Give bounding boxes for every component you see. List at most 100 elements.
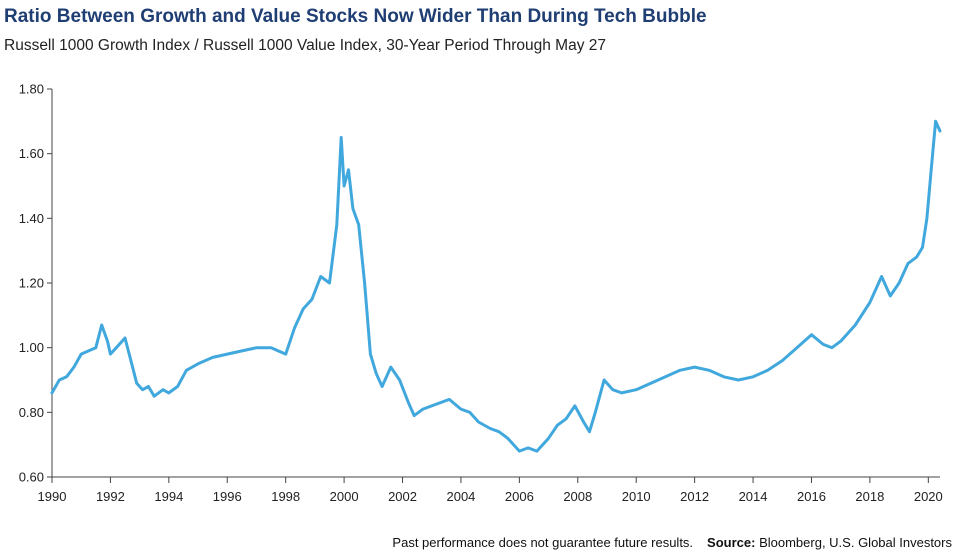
data-point — [380, 385, 384, 388]
x-tick-label: 1996 — [213, 489, 242, 504]
data-point — [737, 378, 740, 382]
data-point — [588, 430, 591, 433]
data-point — [351, 207, 355, 210]
x-tick-label: 2012 — [680, 489, 709, 504]
data-point — [106, 340, 109, 343]
data-point — [109, 352, 112, 356]
data-point — [854, 323, 857, 327]
data-point — [678, 369, 682, 372]
data-point — [176, 385, 179, 388]
data-point — [751, 375, 755, 378]
y-tick-label: 1.40 — [19, 211, 44, 226]
data-point — [141, 388, 144, 391]
x-tick-label: 1998 — [271, 489, 300, 504]
data-point — [497, 430, 501, 433]
data-point — [421, 407, 425, 411]
data-point — [564, 417, 568, 420]
x-tick-label: 1994 — [154, 489, 183, 504]
data-point — [930, 168, 933, 171]
data-point — [439, 401, 442, 404]
x-tick-label: 2014 — [739, 489, 768, 504]
data-point — [889, 294, 892, 298]
data-point — [240, 349, 244, 353]
data-point — [94, 346, 98, 349]
data-point — [573, 404, 577, 408]
data-point — [506, 437, 509, 440]
data-point — [868, 301, 872, 304]
x-tick-label: 2016 — [797, 489, 826, 504]
data-point — [347, 168, 350, 171]
x-tick-label: 2018 — [855, 489, 884, 504]
data-point — [167, 391, 170, 395]
data-point — [602, 378, 606, 382]
data-point — [328, 281, 331, 285]
data-point — [293, 327, 296, 330]
x-tick-label: 2000 — [330, 489, 359, 504]
source-label: Source: — [707, 535, 756, 550]
data-point — [407, 401, 410, 404]
data-point — [211, 356, 214, 359]
data-point — [459, 407, 463, 411]
source-text: Bloomberg, U.S. Global Investors — [759, 535, 952, 550]
data-point — [635, 388, 638, 391]
data-point — [413, 414, 416, 417]
data-point — [100, 323, 103, 327]
x-tick-label: 2008 — [563, 489, 592, 504]
data-point — [594, 411, 597, 414]
data-point — [430, 404, 433, 408]
y-tick-label: 1.80 — [19, 82, 44, 97]
data-point — [611, 388, 614, 391]
data-point — [915, 255, 918, 259]
y-axis: 0.60 0.80 1.00 1.20 1.40 1.60 1.80 — [19, 82, 53, 485]
data-point — [310, 298, 314, 301]
data-point — [58, 378, 61, 382]
x-tick-label: 1990 — [38, 489, 67, 504]
data-point — [357, 223, 360, 226]
data-point — [582, 420, 585, 424]
data-point — [556, 424, 559, 427]
data-point — [620, 391, 623, 395]
series-group — [50, 119, 942, 453]
x-tick-label: 1992 — [96, 489, 125, 504]
data-point — [80, 352, 83, 356]
data-point — [489, 427, 492, 430]
data-point — [664, 375, 667, 378]
data-point — [906, 262, 910, 265]
data-point — [255, 346, 258, 349]
data-point — [369, 352, 372, 356]
data-point — [921, 246, 924, 249]
data-point — [938, 129, 942, 133]
data-point — [269, 346, 273, 349]
data-point — [830, 346, 834, 349]
data-point — [161, 388, 165, 391]
series-line-0 — [50, 119, 942, 453]
data-point — [335, 223, 338, 226]
data-point — [319, 275, 322, 278]
data-point — [535, 449, 539, 453]
data-point — [468, 411, 471, 414]
data-point — [781, 359, 784, 362]
data-point — [518, 449, 521, 453]
data-point — [795, 346, 799, 349]
y-tick-label: 1.00 — [19, 340, 44, 355]
data-point — [822, 343, 825, 346]
data-point — [766, 369, 769, 372]
data-point — [284, 352, 287, 356]
data-point — [448, 398, 451, 401]
x-tick-label: 2020 — [914, 489, 943, 504]
y-tick-label: 0.80 — [19, 405, 44, 420]
x-tick-label: 2006 — [505, 489, 534, 504]
data-point — [185, 369, 188, 372]
data-point — [810, 333, 813, 336]
y-tick-label: 1.20 — [19, 276, 44, 291]
data-point — [153, 395, 156, 398]
chart-title: Ratio Between Growth and Value Stocks No… — [4, 6, 707, 27]
data-point — [925, 217, 929, 220]
x-axis: 1990 1992 1994 1996 1998 2000 2002 2004 2006 2008… — [38, 476, 943, 504]
data-point — [340, 136, 343, 139]
data-point — [135, 382, 138, 385]
data-point — [839, 340, 842, 343]
data-point — [708, 369, 711, 372]
disclaimer-text: Past performance does not guarantee futu… — [392, 535, 694, 550]
